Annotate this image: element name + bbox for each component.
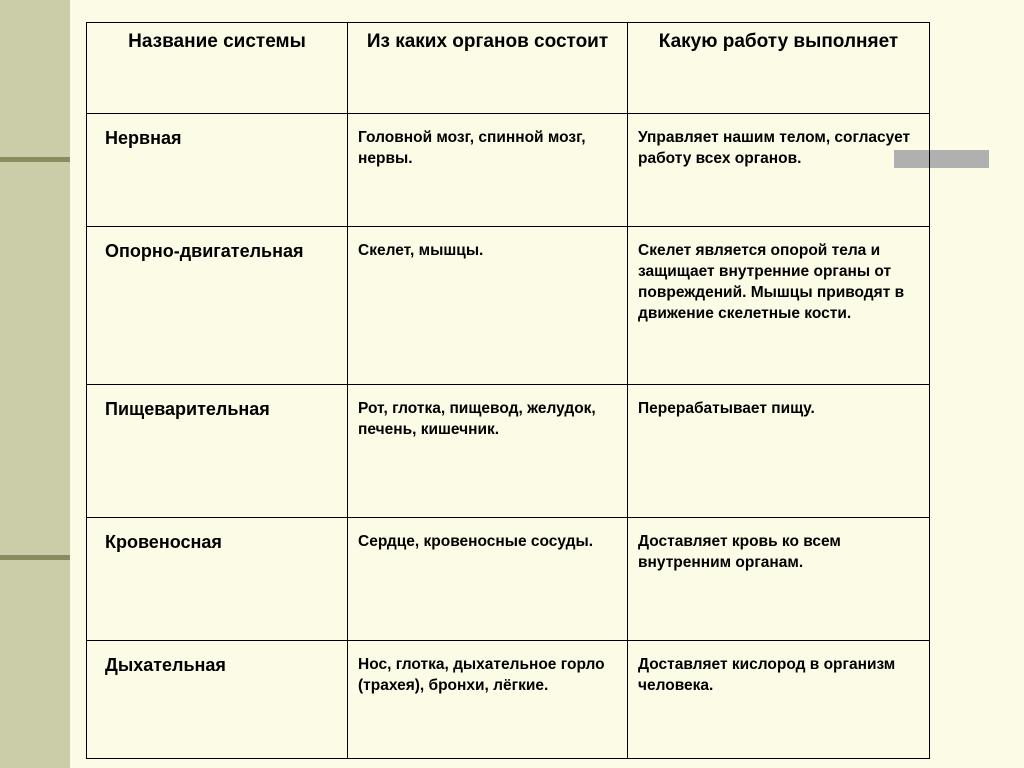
cell-organs: Нос, глотка, дыхательное горло (трахея),… bbox=[348, 641, 628, 759]
cell-organs: Скелет, мышцы. bbox=[348, 227, 628, 385]
cell-system: Пищеварительная bbox=[87, 385, 348, 518]
table-row: Дыхательная Нос, глотка, дыхательное гор… bbox=[87, 641, 930, 759]
accent-bar-top bbox=[0, 157, 70, 162]
table-header-row: Название системы Из каких органов состои… bbox=[87, 23, 930, 114]
table-row: Опорно-двигательная Скелет, мышцы. Скеле… bbox=[87, 227, 930, 385]
cell-system: Кровеносная bbox=[87, 518, 348, 641]
table-row: Нервная Головной мозг, спинной мозг, нер… bbox=[87, 114, 930, 227]
cell-system: Опорно-двигательная bbox=[87, 227, 348, 385]
cell-function: Доставляет кислород в организм человека. bbox=[628, 641, 930, 759]
header-system-name: Название системы bbox=[87, 23, 348, 114]
header-function: Какую работу выполняет bbox=[628, 23, 930, 114]
cell-function: Управляет нашим телом, согласует работу … bbox=[628, 114, 930, 227]
cell-organs: Головной мозг, спинной мозг, нервы. bbox=[348, 114, 628, 227]
cell-system: Нервная bbox=[87, 114, 348, 227]
cell-system: Дыхательная bbox=[87, 641, 348, 759]
body-systems-table: Название системы Из каких органов состои… bbox=[86, 22, 930, 759]
cell-function: Перерабатывает пищу. bbox=[628, 385, 930, 518]
cell-organs: Сердце, кровеносные сосуды. bbox=[348, 518, 628, 641]
cell-organs: Рот, глотка, пищевод, желудок, печень, к… bbox=[348, 385, 628, 518]
left-decorative-band bbox=[0, 0, 70, 768]
accent-bar-bottom bbox=[0, 555, 70, 560]
table-row: Кровеносная Сердце, кровеносные сосуды. … bbox=[87, 518, 930, 641]
table-row: Пищеварительная Рот, глотка, пищевод, же… bbox=[87, 385, 930, 518]
header-organs: Из каких органов состоит bbox=[348, 23, 628, 114]
cell-function: Доставляет кровь ко всем внутренним орга… bbox=[628, 518, 930, 641]
cell-function: Скелет является опорой тела и защищает в… bbox=[628, 227, 930, 385]
